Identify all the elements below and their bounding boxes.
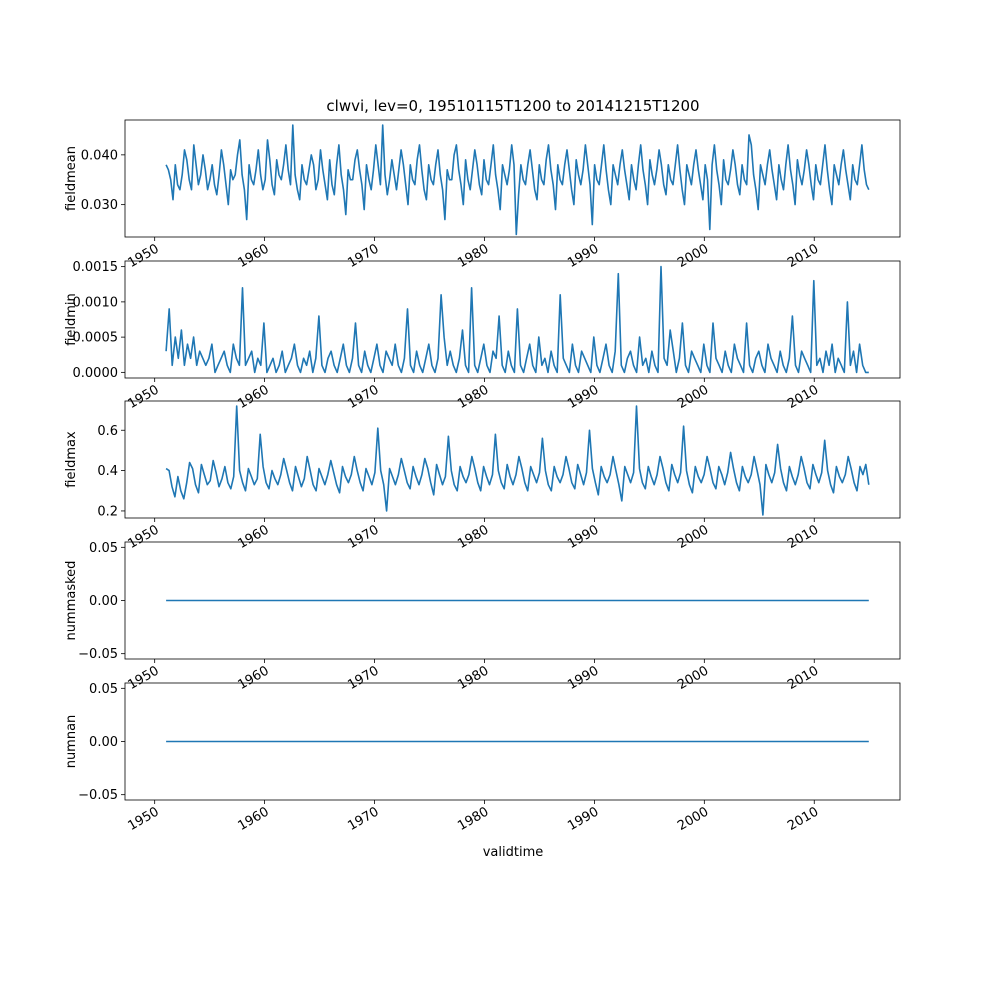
x-tick-label: 2000 xyxy=(675,522,711,552)
y-tick-label: −0.05 xyxy=(78,788,118,803)
figure-title: clwvi, lev=0, 19510115T1200 to 20141215T… xyxy=(326,97,699,115)
axes-frame xyxy=(124,260,901,379)
x-tick-label: 2000 xyxy=(675,804,711,834)
y-axis-label: fieldmin xyxy=(64,293,79,346)
subplot-fieldmean: 0.030 0.040 1950 1960 1970 1980 1990 2000 2010 fi… xyxy=(64,119,901,271)
x-tick-label: 1980 xyxy=(455,522,491,552)
y-tick-label: 0.05 xyxy=(89,541,118,556)
y-tick-label: −0.05 xyxy=(78,647,118,662)
x-axis-label: validtime xyxy=(483,845,544,860)
x-tick-label: 2010 xyxy=(785,804,821,834)
x-tick-label: 1990 xyxy=(565,804,601,834)
y-tick-label: 0.0000 xyxy=(73,366,119,381)
y-tick-label: 0.4 xyxy=(97,464,118,479)
x-tick-label: 1950 xyxy=(126,663,162,693)
axes-frame xyxy=(124,119,901,238)
x-tick-label: 1990 xyxy=(565,382,601,412)
y-tick-label: 0.6 xyxy=(97,424,118,439)
x-tick-label: 2000 xyxy=(675,241,711,271)
x-tick-label: 2000 xyxy=(675,663,711,693)
y-tick-label: 0.040 xyxy=(81,148,118,163)
x-tick-label: 2010 xyxy=(785,241,821,271)
axes-frame xyxy=(124,400,901,519)
x-tick-label: 1970 xyxy=(345,663,381,693)
x-tick-label: 1990 xyxy=(565,241,601,271)
y-axis-label: numnan xyxy=(64,715,79,769)
x-tick-label: 1980 xyxy=(455,382,491,412)
y-tick-label: 0.00 xyxy=(89,594,118,609)
x-tick-label: 1950 xyxy=(126,804,162,834)
y-axis-label: fieldmax xyxy=(64,431,79,488)
x-tick-label: 1970 xyxy=(345,804,381,834)
x-tick-label: 2010 xyxy=(785,663,821,693)
x-tick-label: 1960 xyxy=(235,663,271,693)
x-tick-label: 1960 xyxy=(235,804,271,834)
x-tick-label: 1970 xyxy=(345,522,381,552)
x-tick-label: 1950 xyxy=(126,241,162,271)
x-tick-label: 1970 xyxy=(345,382,381,412)
x-tick-label: 1980 xyxy=(455,241,491,271)
y-tick-label: 0.0015 xyxy=(73,260,119,275)
x-tick-label: 1960 xyxy=(235,241,271,271)
y-tick-label: 0.030 xyxy=(81,198,118,213)
x-tick-label: 2010 xyxy=(785,382,821,412)
x-tick-label: 1980 xyxy=(455,663,491,693)
y-tick-label: 0.00 xyxy=(89,735,118,750)
y-tick-label: 0.2 xyxy=(97,504,118,519)
y-tick-label: 0.05 xyxy=(89,682,118,697)
subplot-fieldmin: 0.0000 0.0005 0.0010 0.0015 1950 1960 1970 1980… xyxy=(64,260,901,412)
x-tick-label: 1960 xyxy=(235,522,271,552)
x-tick-label: 1950 xyxy=(126,522,162,552)
y-axis-label: fieldmean xyxy=(64,146,79,211)
x-tick-label: 2000 xyxy=(675,382,711,412)
subplots: 0.030 0.040 1950 1960 1970 1980 1990 2000 2010 fi… xyxy=(64,119,901,834)
x-tick-label: 1960 xyxy=(235,382,271,412)
x-tick-label: 1950 xyxy=(126,382,162,412)
y-tick-label: 0.0010 xyxy=(73,295,119,310)
x-tick-label: 1990 xyxy=(565,663,601,693)
subplot-numnan: −0.05 0.00 0.05 1950 1960 1970 1980 1990 2000 201… xyxy=(64,682,901,834)
series-line-fieldmean xyxy=(165,124,870,236)
y-tick-label: 0.0005 xyxy=(73,331,119,346)
subplot-nummasked: −0.05 0.00 0.05 1950 1960 1970 1980 1990 2000 201… xyxy=(64,541,901,693)
x-tick-label: 1990 xyxy=(565,522,601,552)
y-axis-label: nummasked xyxy=(64,561,79,641)
x-tick-label: 2010 xyxy=(785,522,821,552)
x-tick-label: 1980 xyxy=(455,804,491,834)
subplot-fieldmax: 0.2 0.4 0.6 1950 1960 1970 1980 1990 2000 2010 fie… xyxy=(64,400,901,552)
series-line-fieldmax xyxy=(165,405,870,516)
series-line-fieldmin xyxy=(165,265,869,374)
x-tick-label: 1970 xyxy=(345,241,381,271)
